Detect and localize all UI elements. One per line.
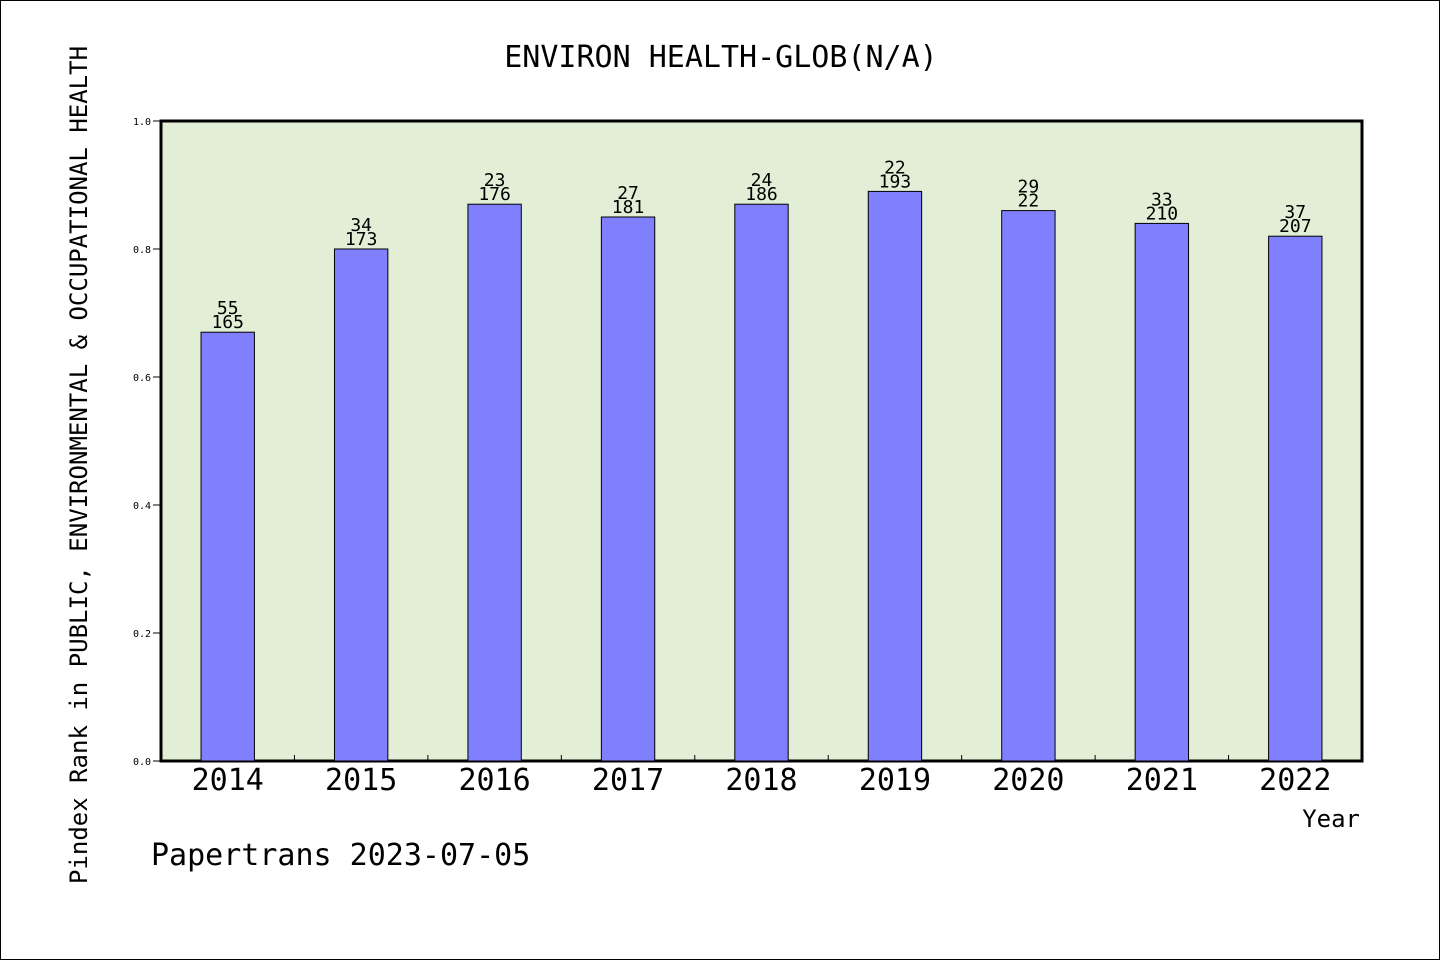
y-tick-label-1: 0.2 — [133, 629, 151, 640]
chart-title: ENVIRON HEALTH-GLOB(N/A) — [504, 40, 937, 75]
bar-2016 — [467, 203, 522, 762]
bar-label-bottom-2021: 210 — [1146, 203, 1179, 224]
x-tick-label-2016: 2016 — [458, 763, 530, 798]
bar-label-bottom-2014: 165 — [211, 312, 244, 333]
bar-label-top-2020: 29 — [1018, 177, 1040, 198]
bar-label-bottom-2020: 22 — [1018, 191, 1040, 212]
x-tick-label-2020: 2020 — [992, 763, 1064, 798]
x-axis-ticks — [293, 755, 1230, 761]
y-tick-label-5: 1.0 — [133, 117, 151, 128]
x-tick-label-2014: 2014 — [192, 763, 264, 798]
bar-label-bottom-2017: 181 — [612, 197, 645, 218]
bar-label-bottom-2018: 186 — [745, 184, 778, 205]
x-axis-tick-labels: 2014 2015 2016 2017 2018 2019 2020 2021 2022 — [192, 763, 1332, 798]
bar-2017 — [600, 216, 656, 762]
x-tick-label-2015: 2015 — [325, 763, 397, 798]
bar-2019 — [867, 190, 923, 762]
x-tick-label-2017: 2017 — [592, 763, 664, 798]
bar-2020 — [1001, 210, 1056, 762]
x-tick-label-2018: 2018 — [725, 763, 797, 798]
y-tick-label-4: 0.8 — [133, 245, 151, 256]
y-tick-label-3: 0.6 — [133, 373, 151, 384]
x-tick-label-2021: 2021 — [1126, 763, 1198, 798]
bars — [200, 190, 1323, 762]
bar-label-bottom-2019: 193 — [879, 171, 912, 192]
y-tick-label-2: 0.4 — [133, 501, 151, 512]
bar-2015 — [333, 248, 389, 762]
bar-2018 — [734, 203, 789, 762]
bar-label-top-2021: 33 — [1151, 189, 1173, 210]
x-tick-label-2022: 2022 — [1259, 763, 1331, 798]
bar-label-top-2017: 27 — [617, 183, 639, 204]
x-axis-label: Year — [1302, 805, 1360, 833]
bar-label-bottom-2015: 173 — [345, 229, 378, 250]
footer-credit: Papertrans 2023-07-05 — [151, 838, 530, 873]
bar-2022 — [1268, 235, 1323, 762]
bar-label-top-2014: 55 — [217, 298, 239, 319]
bar-label-top-2019: 22 — [884, 157, 906, 178]
bar-label-bottom-2022: 207 — [1279, 216, 1312, 237]
bar-2014 — [200, 331, 255, 762]
bar-2021 — [1134, 222, 1190, 762]
bar-label-top-2016: 23 — [484, 170, 506, 191]
y-axis-ticks: 0.0 0.2 0.4 0.6 0.8 1.0 — [133, 117, 161, 768]
y-tick-label-0: 0.0 — [133, 757, 151, 768]
bar-label-top-2015: 34 — [350, 215, 372, 236]
y-axis-label: Pindex Rank in PUBLIC, ENVIRONMENTAL & O… — [65, 46, 93, 884]
bar-label-bottom-2016: 176 — [478, 184, 511, 205]
bar-label-top-2022: 37 — [1284, 202, 1306, 223]
bar-label-top-2018: 24 — [751, 170, 773, 191]
x-tick-label-2019: 2019 — [859, 763, 931, 798]
